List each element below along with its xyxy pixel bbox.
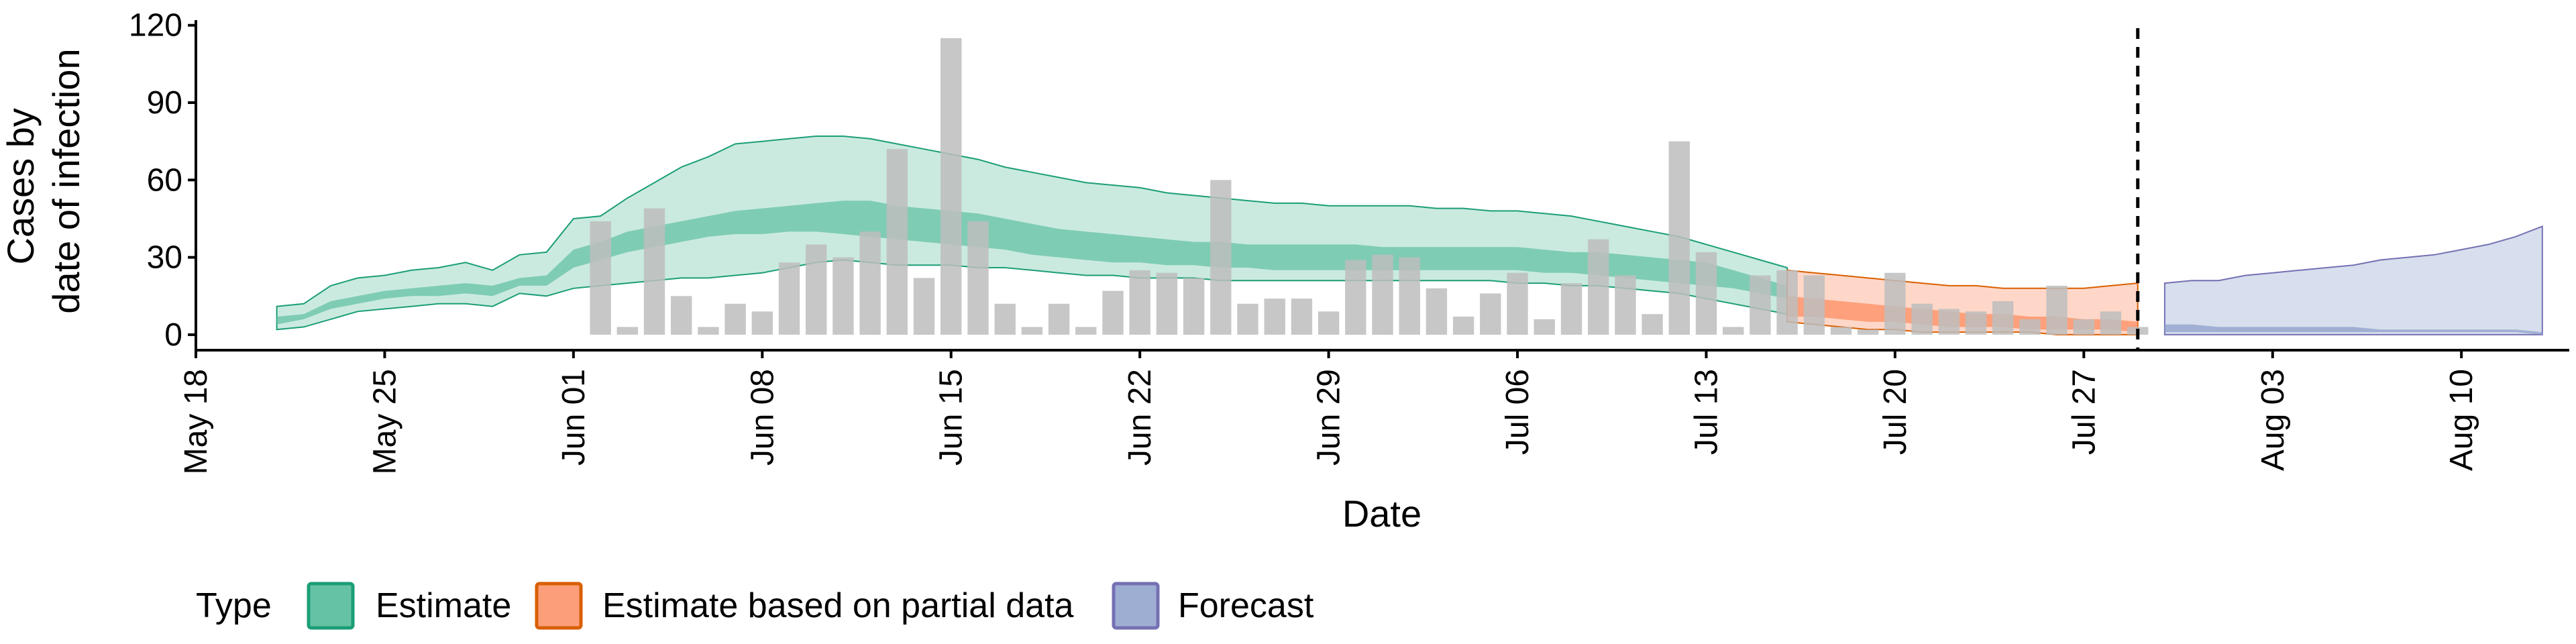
x-tick-label: Jun 08: [745, 369, 780, 466]
case-bars: [590, 38, 2149, 335]
legend-title: Type: [196, 586, 272, 625]
case-bar: [1723, 327, 1744, 335]
case-bar: [1399, 257, 1420, 335]
legend-swatch-forecast: [1112, 582, 1160, 630]
forecast-band-50: [2164, 324, 2542, 335]
legend-swatch-estimate: [307, 582, 355, 630]
x-tick-label: Jun 29: [1311, 369, 1347, 466]
case-bar: [1372, 254, 1393, 335]
case-bar: [2073, 319, 2094, 335]
legend-label-estimate: Estimate: [376, 586, 511, 625]
case-bar: [1480, 293, 1501, 335]
case-bar: [1965, 311, 1987, 335]
case-bar: [1938, 309, 1960, 335]
axes: 0 30 60 90 120 May 18 May 25 Jun 01 Jun 08 Jun 15…: [129, 8, 2569, 474]
forecast-band-90: [2163, 225, 2543, 335]
case-bar: [751, 311, 773, 335]
case-bar: [1534, 319, 1555, 335]
case-bar: [724, 303, 746, 335]
case-bar: [616, 327, 638, 335]
x-tick-label: May 25: [367, 369, 402, 474]
legend-label-forecast: Forecast: [1178, 586, 1314, 625]
case-bar: [1884, 272, 1906, 335]
x-tick-label: Jun 15: [934, 369, 969, 466]
y-tick-label: 30: [147, 240, 182, 276]
case-bar: [1210, 180, 1232, 335]
case-bar: [1560, 283, 1582, 335]
x-tick-label: Jun 22: [1122, 369, 1158, 466]
y-axis-title-line-2: date of infection: [45, 48, 87, 313]
x-tick-label: Jul 27: [2066, 369, 2102, 455]
y-axis-title: Cases by date of infection: [0, 48, 87, 313]
case-bar: [833, 257, 854, 335]
case-bar: [1102, 290, 1124, 335]
x-tick-label: Jun 01: [556, 369, 592, 466]
case-bar: [1048, 303, 1070, 335]
case-bar: [1750, 275, 1771, 335]
case-bar: [941, 38, 962, 335]
legend-label-partial: Estimate based on partial data: [602, 586, 1074, 625]
case-bar: [1291, 299, 1313, 335]
case-bar: [967, 221, 989, 335]
legend: Type Estimate Estimate based on partial …: [196, 582, 1314, 630]
x-tick-label: Aug 03: [2255, 369, 2291, 471]
case-bar: [671, 296, 692, 335]
case-bar: [1237, 303, 1258, 335]
case-bar: [1452, 317, 1474, 335]
case-bar: [913, 278, 935, 335]
case-bar: [590, 221, 611, 335]
case-bar: [1129, 270, 1150, 335]
case-bar: [1642, 314, 1663, 335]
x-tick-label: Jul 06: [1500, 369, 1536, 455]
y-tick-label: 60: [147, 162, 182, 198]
case-bar: [1507, 272, 1528, 335]
x-axis-title: Date: [1342, 492, 1421, 535]
case-bar: [1345, 260, 1366, 335]
case-bar: [1075, 327, 1097, 335]
case-bar: [2046, 285, 2068, 335]
case-bar: [2019, 319, 2041, 335]
case-bar: [1911, 303, 1933, 335]
legend-swatch-partial: [535, 582, 583, 630]
x-tick-label: Jul 13: [1689, 369, 1725, 455]
case-bar: [1830, 327, 1852, 335]
case-bar: [1426, 288, 1448, 335]
case-bar: [886, 149, 908, 335]
case-bar: [1776, 270, 1798, 335]
case-bar: [1615, 275, 1636, 335]
case-bar: [859, 231, 881, 335]
case-bar: [806, 244, 827, 335]
case-bar: [1156, 272, 1178, 335]
y-tick-label: 0: [164, 317, 182, 353]
x-tick-label: May 18: [178, 369, 214, 474]
case-bar: [1858, 329, 1879, 335]
case-bar: [1264, 299, 1285, 335]
case-bar: [994, 303, 1016, 335]
case-bar: [1695, 252, 1717, 335]
case-bar: [2100, 311, 2122, 335]
x-tick-label: Aug 10: [2444, 369, 2479, 471]
case-bar: [1183, 278, 1205, 335]
case-bar: [1021, 327, 1043, 335]
y-tick-label: 90: [147, 85, 182, 121]
case-bar: [1318, 311, 1340, 335]
y-tick-label: 120: [129, 8, 182, 44]
x-tick-label: Jul 20: [1878, 369, 1913, 455]
case-bar: [1803, 275, 1825, 335]
y-axis-title-line-1: Cases by: [0, 108, 42, 264]
case-bar: [643, 208, 665, 335]
case-bar: [778, 262, 800, 335]
case-bar: [1668, 141, 1690, 335]
case-bar: [698, 327, 719, 335]
case-bar: [1588, 239, 1609, 335]
case-bar: [1992, 301, 2014, 335]
